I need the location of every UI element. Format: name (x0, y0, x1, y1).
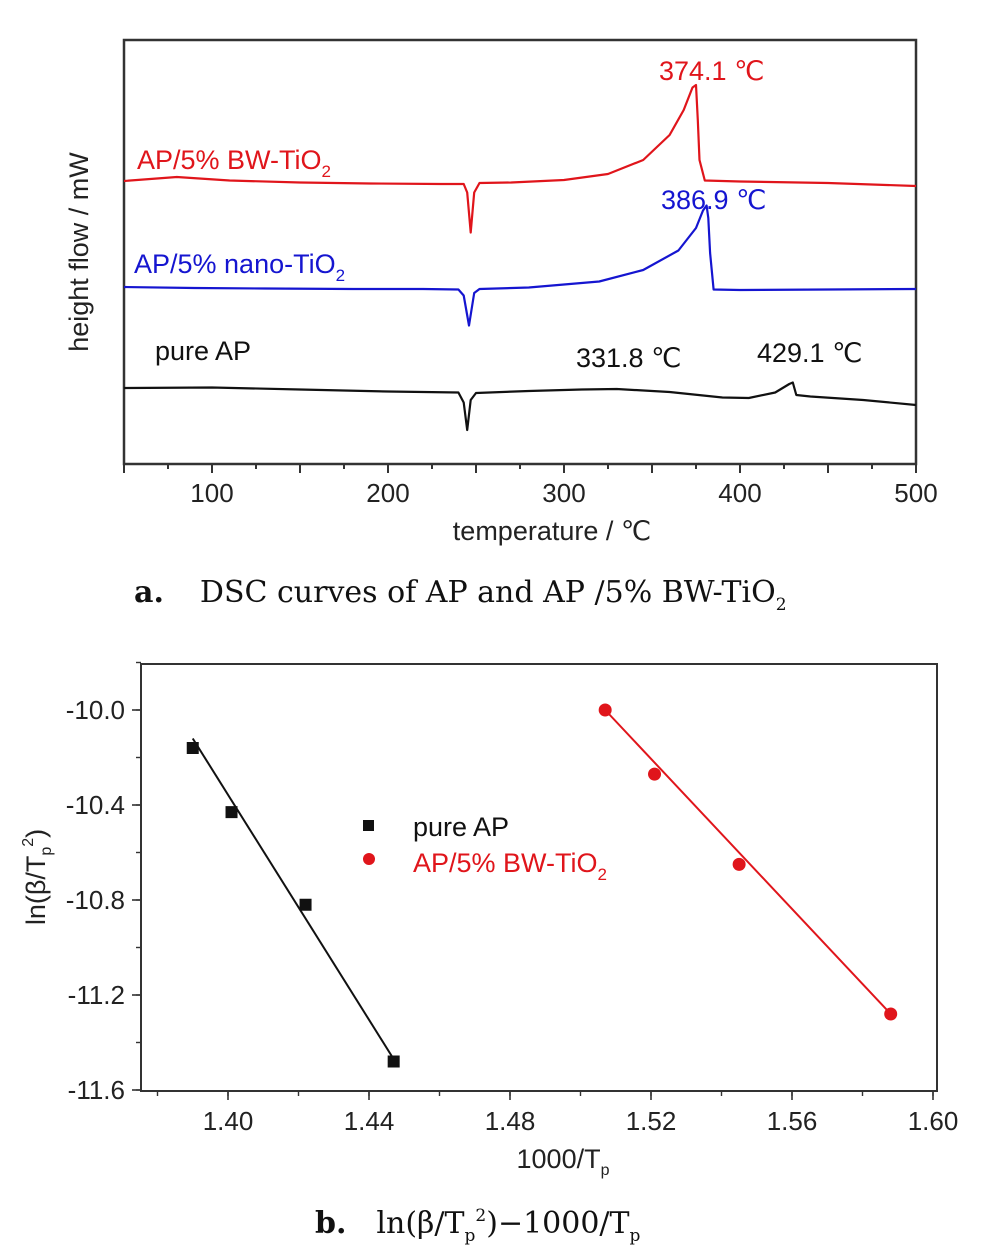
panel-a-x-tick-label: 400 (718, 478, 761, 508)
panel-b: 1.40 1.44 1.48 1.52 1.56 1.60 -10.0 -10.4 -10.8 -… (20, 661, 959, 1246)
data-point-bw-tio2 (884, 1007, 898, 1021)
panel-a-x-axis-label: temperature / ℃ (453, 516, 651, 546)
panel-a-x-ticks: 100 200 300 400 500 (123, 464, 938, 508)
legend-label-pure-ap: pure AP (413, 812, 509, 842)
panel-b-y-tick-label: -10.8 (66, 885, 125, 915)
peak-label-bw: 374.1 ℃ (659, 56, 764, 86)
data-point-bw-tio2 (732, 857, 746, 871)
dsc-curve-pure-ap (123, 381, 917, 432)
legend-label-bw: AP/5% BW-TiO2 (413, 848, 607, 884)
dsc-curve-bw-tio2 (123, 83, 917, 234)
panel-a-x-tick-label: 500 (894, 478, 937, 508)
panel-b-caption: b. ln(β/Tp2)−1000/Tp (315, 1206, 641, 1246)
peak-label-nano: 386.9 ℃ (661, 185, 766, 215)
panel-b-y-tick-label: -11.6 (68, 1075, 125, 1105)
panel-b-x-axis-label: 1000/Tp (517, 1144, 610, 1179)
panel-a: 100 200 300 400 500 AP/5% BW-TiO2 AP/5% nano… (64, 38, 938, 615)
legend-marker-pure-ap (363, 820, 374, 831)
data-point-pure-ap (186, 742, 199, 754)
panel-b-x-tick-label: 1.60 (908, 1106, 959, 1136)
legend-marker-bw (363, 853, 375, 865)
panel-b-x-tick-label: 1.52 (626, 1106, 677, 1136)
panel-b-y-tick-label: -11.2 (68, 980, 125, 1010)
peak-label-pure-2: 429.1 ℃ (757, 338, 862, 368)
data-point-pure-ap (387, 1055, 400, 1068)
fit-line-bw-tio2 (604, 709, 892, 1015)
panel-b-fit-lines (191, 709, 892, 1060)
fit-line-pure-ap (191, 737, 395, 1060)
peak-label-pure-1: 331.8 ℃ (576, 343, 681, 373)
series-label-bw: AP/5% BW-TiO2 (137, 145, 331, 181)
panel-a-x-tick-label: 100 (190, 478, 233, 508)
panel-b-y-tick-label: -10.4 (66, 790, 125, 820)
panel-b-ticks: 1.40 1.44 1.48 1.52 1.56 1.60 -10.0 -10.4 -10.8 -… (66, 661, 959, 1136)
legend: pure AP AP/5% BW-TiO2 (363, 812, 607, 884)
panel-a-x-tick-label: 300 (542, 478, 585, 508)
panel-b-x-tick-label: 1.48 (485, 1106, 536, 1136)
panel-b-y-axis-label: ln(β/Tp2) (20, 829, 55, 925)
series-label-nano: AP/5% nano-TiO2 (134, 249, 345, 285)
panel-a-caption: a. DSC curves of AP and AP /5% BW-TiO2 (134, 575, 787, 615)
dsc-curve-nano-tio2 (123, 204, 917, 327)
panel-b-y-tick-label: -10.0 (66, 695, 125, 725)
data-point-pure-ap (225, 806, 238, 819)
panel-b-points (186, 703, 898, 1068)
panel-b-x-tick-label: 1.40 (203, 1106, 254, 1136)
data-point-bw-tio2 (598, 703, 612, 717)
panel-a-x-tick-label: 200 (366, 478, 409, 508)
panel-a-curves (123, 83, 917, 432)
panel-b-x-tick-label: 1.44 (344, 1106, 395, 1136)
data-point-bw-tio2 (648, 767, 662, 781)
series-label-pure: pure AP (155, 336, 251, 366)
panel-a-y-axis-label: height flow / mW (64, 152, 94, 352)
panel-b-frame (140, 663, 938, 1092)
data-point-pure-ap (299, 898, 312, 911)
panel-b-x-tick-label: 1.56 (767, 1106, 818, 1136)
